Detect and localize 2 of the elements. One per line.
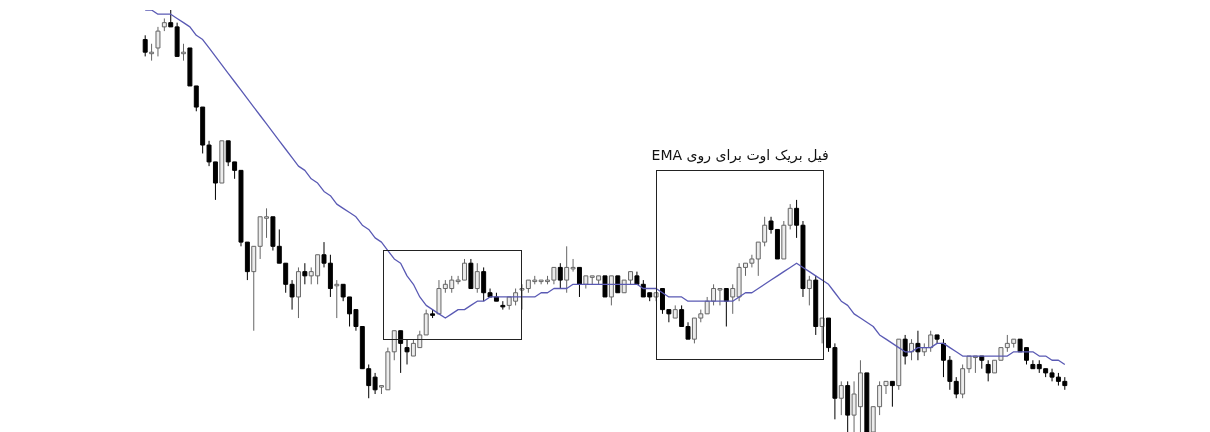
candlestick [864,372,870,432]
annotation: فیل بریک اوت برای روی EMA [651,147,829,163]
